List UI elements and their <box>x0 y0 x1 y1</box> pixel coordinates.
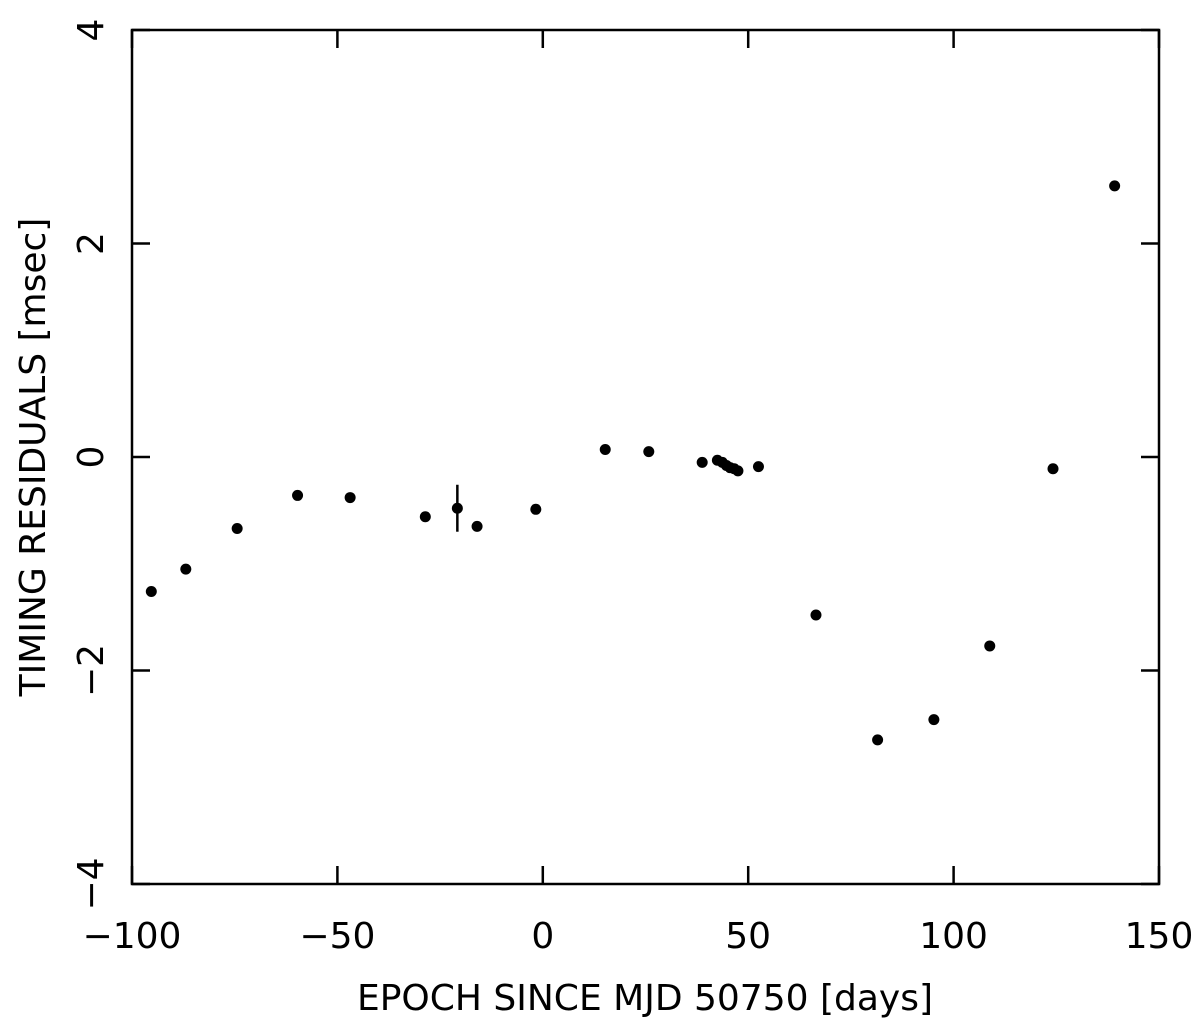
x-tick-label: 150 <box>1125 916 1194 957</box>
y-tick-label: −4 <box>71 857 112 910</box>
data-point <box>451 502 463 514</box>
x-axis-title: EPOCH SINCE MJD 50750 [days] <box>357 978 933 1019</box>
data-point <box>732 465 744 477</box>
y-tick-label: 0 <box>71 446 112 469</box>
x-tick-label: 50 <box>725 916 771 957</box>
data-point <box>471 520 483 532</box>
x-tick-label: −50 <box>299 916 375 957</box>
data-point <box>872 734 884 746</box>
data-point <box>419 511 431 523</box>
data-point <box>145 586 157 598</box>
y-axis-title: TIMING RESIDUALS [msec] <box>13 218 54 698</box>
data-point <box>1047 463 1059 475</box>
data-point <box>530 503 542 515</box>
data-point <box>810 609 822 621</box>
data-point <box>984 640 996 652</box>
x-tick-label: −100 <box>83 916 182 957</box>
data-point <box>643 446 655 458</box>
y-tick-label: 2 <box>71 232 112 255</box>
y-tick-label: −2 <box>71 644 112 697</box>
data-point <box>696 456 708 468</box>
data-point <box>180 563 192 575</box>
ticks <box>130 28 1161 886</box>
data-point <box>344 492 356 504</box>
x-tick-label: 0 <box>531 916 554 957</box>
data-point <box>928 714 940 726</box>
data-point <box>231 523 243 535</box>
data-point <box>599 444 611 456</box>
data-point <box>1109 180 1121 192</box>
plot-frame <box>130 28 1161 886</box>
data-point <box>752 461 764 473</box>
tick-labels: −100 −50 0 50 100 150 −4 −2 0 2 4 <box>71 19 1193 957</box>
x-tick-label: 100 <box>919 916 988 957</box>
y-tick-label: 4 <box>71 19 112 42</box>
data-points <box>145 180 1121 746</box>
data-point <box>292 489 304 501</box>
